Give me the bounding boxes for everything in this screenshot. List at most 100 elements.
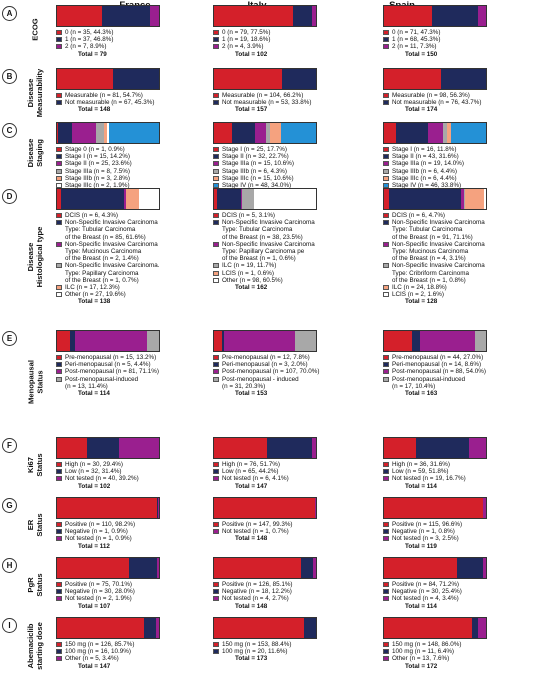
legend-label: High (n = 36, 31.6%) [392,461,450,468]
legend-swatch [213,355,219,360]
total-label: Total = 148 [235,535,268,543]
legend-swatch [383,462,389,467]
legend-swatch [56,168,62,174]
stacked-bar [213,497,317,519]
stacked-bar [213,617,317,639]
legend-swatch [56,529,62,535]
legend: 0 (n = 79, 77.5%) 1 (n = 19, 18.6%) 2 (n =… [213,29,373,58]
bar-segment [441,69,486,89]
bar-segment [456,558,483,578]
legend-swatch [213,263,219,269]
legend-item: LCIS (n = 2, 1.6%) [383,291,533,298]
bar-segment [155,618,159,638]
total-label: Total = 173 [235,655,268,663]
legend-swatch [56,154,62,160]
bar-segment [384,189,389,209]
legend-item: Stage I (n = 25, 17.7%) [213,146,373,153]
legend-swatch [383,147,389,152]
bar-segment [214,438,267,458]
legend-item: Stage IIIa (n = 15, 10.6%) [213,160,373,167]
legend-item: DCIS (n = 6, 4.7%) [383,212,533,219]
legend: High (n = 76, 51.7%) Low (n = 65, 44.2%) N… [213,461,373,490]
legend-swatch [213,175,219,181]
legend-label: Negative (n = 30, 25.4%) [392,588,462,596]
legend-swatch [213,213,219,218]
legend-item: 0 (n = 35, 44.3%) [56,29,216,36]
bar-segment [214,123,233,143]
legend-label: Other (n = 5, 3.4%) [65,655,119,663]
bar-segment [396,123,429,143]
legend-label: Non-Specific Invasive Carcinoma Type: Tu… [222,219,315,241]
legend-item: Non-Specific Invasive Carcinoma Type: Mu… [383,241,533,263]
total-label: Total = 114 [405,482,437,490]
legend-swatch [56,476,62,482]
panel-letter: C [2,123,17,138]
bar-segment [384,123,397,143]
legend-item: Pre-menopausal (n = 12, 7.8%) [213,354,373,361]
legend-label: Stage IIIb (n = 3, 2.8%) [65,174,130,182]
legend-swatch [383,469,389,475]
bar-segment [104,123,107,143]
bar-segment [125,189,127,209]
legend-swatch [213,277,219,283]
row-label: PgR Status [26,573,44,597]
legend-item: 100 mg (n = 16, 10.9%) [56,648,216,655]
legend-label: Low (n = 32, 31.4%) [65,468,122,476]
legend-swatch [383,362,389,368]
legend-swatch [56,100,62,106]
legend-swatch [213,522,219,527]
legend-swatch [213,183,219,189]
total-label: Total = 172 [405,662,438,670]
stacked-bar [213,557,317,579]
total-label: Total = 114 [405,602,437,610]
legend-swatch [56,536,62,542]
legend-item: Low (n = 65, 44.2%) [213,468,373,475]
bar-segment [281,123,316,143]
legend: Positive (n = 110, 98.2%) Negative (n = 1… [56,521,216,550]
total-label: Total = 148 [78,106,111,114]
legend-swatch [56,37,62,43]
legend-swatch [213,220,219,226]
legend-item: 150 mg (n = 126, 85.7%) [56,641,216,648]
legend-label: Post-menopausal - induced (n = 31, 20.3%… [222,375,299,390]
legend: High (n = 30, 29.4%) Low (n = 32, 31.4%) N… [56,461,216,490]
bar-segment [108,123,159,143]
legend-swatch [56,376,62,382]
legend-item: 100 mg (n = 20, 11.6%) [213,648,373,655]
legend-label: Low (n = 59, 51.8%) [392,468,449,476]
bar-segment [384,498,483,518]
legend-swatch [383,376,389,382]
bar-segment [57,69,113,89]
legend-label: 100 mg (n = 20, 11.6%) [222,648,288,656]
bar-segment [451,123,486,143]
legend-swatch [383,656,389,662]
legend-item: DCIS (n = 5, 3.1%) [213,212,373,219]
total-label: Total = 102 [78,482,111,490]
total-label: Total = 148 [235,602,268,610]
bar-segment [465,189,485,209]
legend-label: Low (n = 65, 44.2%) [222,468,279,476]
bar-segment [255,123,266,143]
total-label: Total = 107 [78,602,111,610]
legend-item: Stage I (n = 15, 14.2%) [56,153,216,160]
legend-label: 1 (n = 37, 46.8%) [65,36,114,44]
legend-item: Stage II (n = 25, 23.6%) [56,160,216,167]
bar-segment [119,438,159,458]
legend: DCIS (n = 6, 4.3%) Non-Specific Invasive … [56,212,216,306]
bar-segment [471,618,479,638]
legend-item: 0 (n = 71, 47.3%) [383,29,533,36]
bar-segment [106,123,109,143]
legend-swatch [383,292,389,298]
stacked-bar [213,5,317,27]
bar-segment [432,6,479,26]
legend-item: Positive (n = 126, 85.1%) [213,581,373,588]
legend-swatch [383,30,389,35]
bar-segment [128,558,158,578]
legend-swatch [383,369,389,375]
legend-swatch [213,376,219,382]
legend-label: Non-Specific Invasive Carcinoma Type: Cr… [392,262,485,284]
legend-label: High (n = 76, 51.7%) [222,461,280,468]
legend-item: Positive (n = 147, 99.3%) [213,521,373,528]
legend-label: Peri-menopausal (n = 5, 4.4%) [65,361,151,369]
legend-swatch [56,355,62,360]
